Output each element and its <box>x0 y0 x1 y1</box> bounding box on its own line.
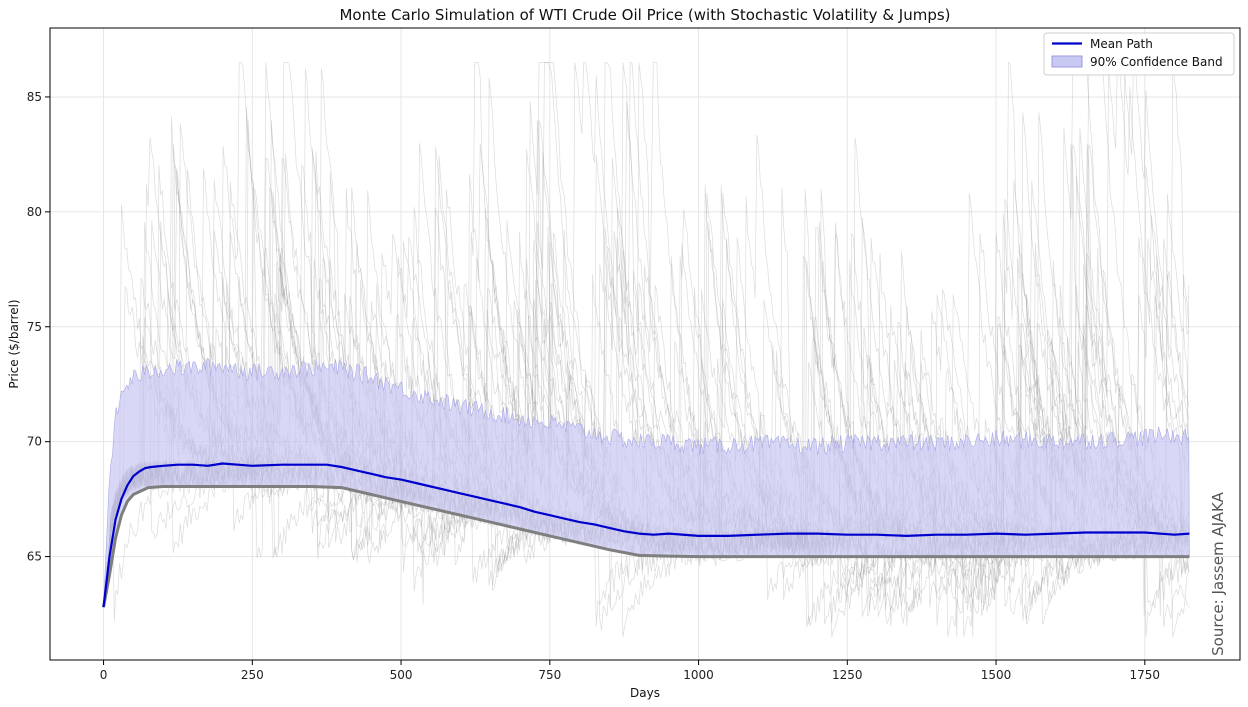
confidence-band <box>103 357 1190 608</box>
y-tick-label: 80 <box>27 205 42 219</box>
x-tick-label: 500 <box>390 668 413 682</box>
y-tick-label: 70 <box>27 435 42 449</box>
plot-frame <box>49 27 1241 661</box>
x-tick-label: 1500 <box>981 668 1012 682</box>
mean-path-line <box>102 462 1190 608</box>
x-tick-label: 1000 <box>683 668 714 682</box>
base-path-cluster <box>102 485 1190 608</box>
simulated-path <box>103 62 1190 631</box>
y-axis-label: Price ($/barrel) <box>7 299 21 388</box>
x-tick-label: 1750 <box>1130 668 1161 682</box>
x-tick-label: 750 <box>538 668 561 682</box>
chart-title: Monte Carlo Simulation of WTI Crude Oil … <box>339 6 950 24</box>
confidence-band-layer <box>103 357 1190 608</box>
legend-band-label: 90% Confidence Band <box>1090 55 1223 69</box>
y-tick-label: 65 <box>27 550 42 564</box>
legend-mean-path-label: Mean Path <box>1090 37 1153 51</box>
tick-layer: 0 250 500 750 1000 1250 1500 1750 65 70 75 80 85 <box>27 90 1160 682</box>
x-tick-label: 250 <box>241 668 264 682</box>
legend-box <box>1043 32 1235 76</box>
x-tick-label: 1250 <box>832 668 863 682</box>
source-annotation: Source: Jassem AJAKA <box>1209 491 1227 655</box>
y-tick-label: 75 <box>27 320 42 334</box>
x-axis-label: Days <box>630 686 660 700</box>
x-tick-label: 0 <box>100 668 108 682</box>
mean-path-layer <box>102 462 1190 608</box>
legend-band-swatch <box>1051 55 1083 68</box>
legend: Mean Path 90% Confidence Band <box>1043 32 1235 76</box>
y-tick-label: 85 <box>27 90 42 104</box>
